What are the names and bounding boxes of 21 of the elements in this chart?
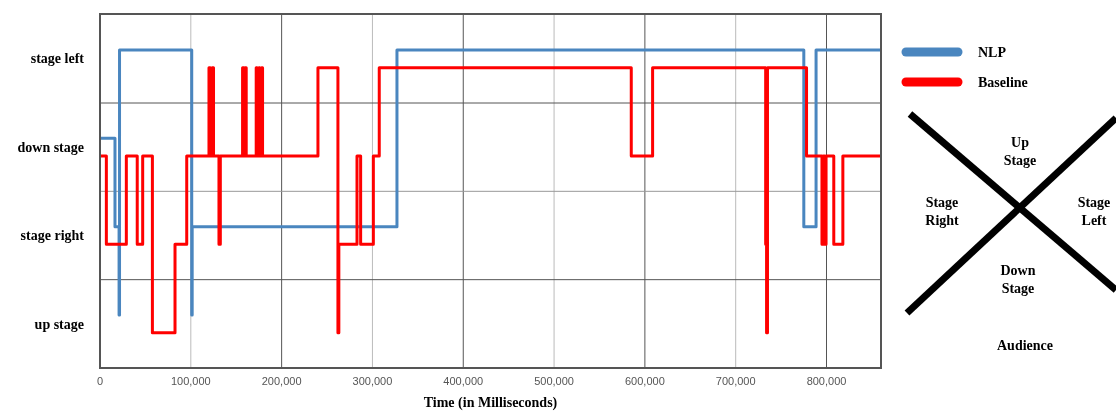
text: down stage [17, 140, 84, 156]
x-tick-label: 200,000 [261, 375, 302, 387]
legend-label: Baseline [978, 74, 1028, 90]
x-tick-label: 0 [96, 375, 104, 387]
text: Audience [997, 338, 1053, 353]
x-axis-title: Time (in Milliseconds) [423, 395, 558, 411]
text: Stage Left [1077, 195, 1111, 228]
text: stage left [30, 51, 85, 67]
text: up stage [34, 316, 84, 332]
x-tick-label: 600,000 [625, 375, 665, 387]
text: Stage Right [925, 195, 960, 228]
x-tick-label: 700,000 [715, 375, 756, 387]
legend-label: NLP [978, 44, 1007, 60]
x-tick-label: 400,000 [443, 375, 484, 387]
x-tick-label: 500,000 [534, 375, 574, 387]
x-tick-label: 100,000 [170, 375, 211, 387]
text: Up Stage [1003, 135, 1037, 168]
text: Down Stage [1000, 263, 1036, 296]
x-tick-label: 300,000 [352, 375, 393, 387]
text: stage right [20, 228, 85, 244]
x-tick-label: 800,000 [806, 375, 847, 387]
